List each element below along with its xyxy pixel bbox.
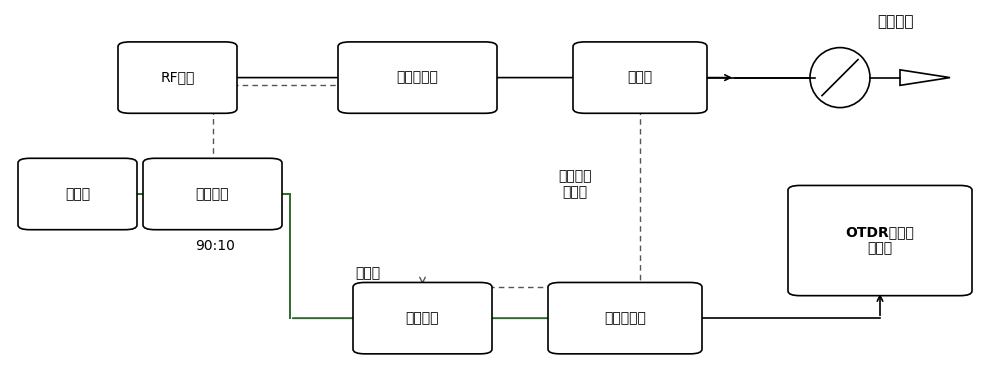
Text: 本振光: 本振光 (355, 267, 380, 281)
Text: 光耦合器: 光耦合器 (406, 311, 439, 325)
FancyBboxPatch shape (338, 42, 497, 113)
Text: OTDR数据处
理模块: OTDR数据处 理模块 (846, 225, 914, 256)
FancyBboxPatch shape (548, 282, 702, 354)
Text: 90:10: 90:10 (195, 239, 235, 253)
Text: 待测光纤: 待测光纤 (877, 14, 913, 29)
FancyBboxPatch shape (143, 158, 282, 230)
Text: 背向瑞利
散射光: 背向瑞利 散射光 (558, 169, 592, 199)
Text: 平衡探测器: 平衡探测器 (604, 311, 646, 325)
Text: 光耦合器: 光耦合器 (196, 187, 229, 201)
Text: 激光器: 激光器 (65, 187, 90, 201)
FancyBboxPatch shape (118, 42, 237, 113)
FancyBboxPatch shape (573, 42, 707, 113)
FancyBboxPatch shape (18, 158, 137, 230)
FancyBboxPatch shape (353, 282, 492, 354)
Text: RF信号: RF信号 (160, 71, 195, 85)
FancyBboxPatch shape (788, 185, 972, 296)
Text: 环形器: 环形器 (627, 71, 653, 85)
Text: 声光调制器: 声光调制器 (397, 71, 438, 85)
